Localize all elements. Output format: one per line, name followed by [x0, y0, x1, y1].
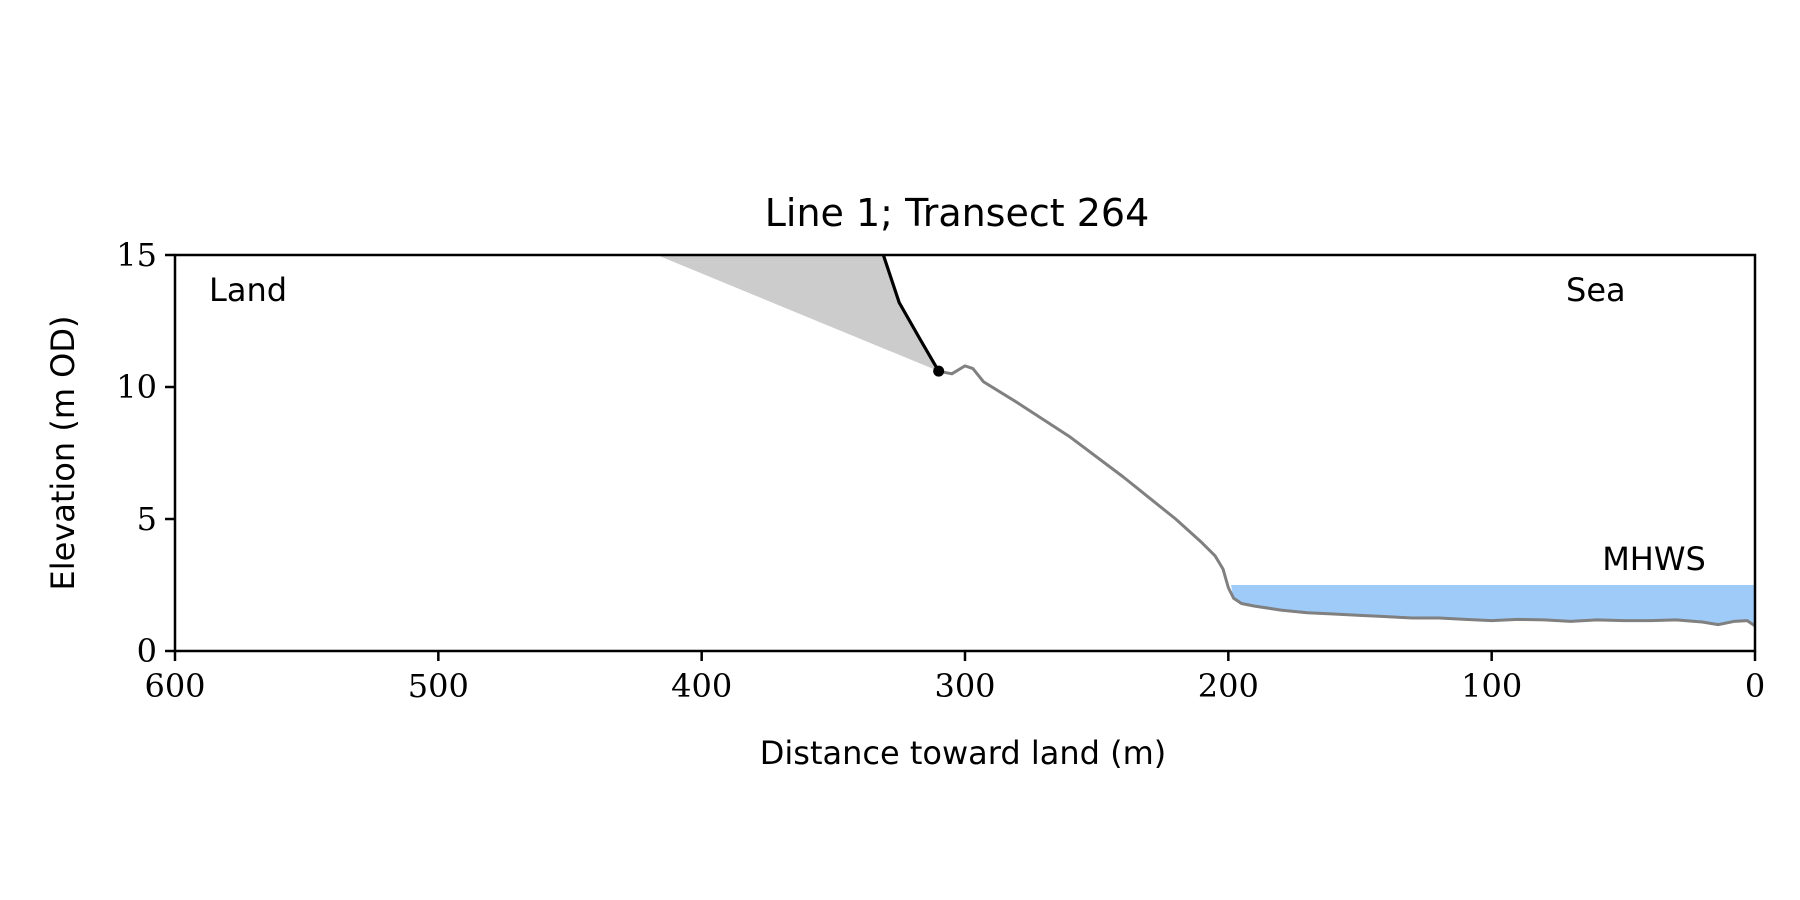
mhws-water-area	[1230, 585, 1755, 626]
sea-label: Sea	[1566, 271, 1626, 309]
plot-area	[656, 254, 1756, 628]
y-tick-label: 15	[116, 236, 157, 274]
land-label: Land	[209, 271, 287, 309]
x-tick-label: 100	[1461, 667, 1522, 705]
x-axis-label: Distance toward land (m)	[760, 734, 1166, 772]
cliff-wedge-area	[656, 255, 939, 372]
cliff-top-marker	[933, 365, 945, 377]
x-tick-label: 600	[144, 667, 205, 705]
chart-title: Line 1; Transect 264	[765, 191, 1150, 235]
x-tick-label: 300	[934, 667, 995, 705]
mhws-label: MHWS	[1602, 540, 1706, 578]
x-tick-label: 200	[1198, 667, 1259, 705]
x-tick-label: 500	[408, 667, 469, 705]
axis-ticks: 600 500 400 300 200 100 0 0 5 10 15	[116, 236, 1765, 705]
y-axis-label: Elevation (m OD)	[44, 316, 82, 591]
profile-line	[938, 364, 1756, 628]
x-tick-label: 0	[1745, 667, 1765, 705]
y-tick-label: 10	[116, 368, 157, 406]
y-tick-label: 0	[137, 632, 157, 670]
x-tick-label: 400	[671, 667, 732, 705]
y-tick-label: 5	[137, 500, 157, 538]
cliff-line	[881, 254, 941, 372]
